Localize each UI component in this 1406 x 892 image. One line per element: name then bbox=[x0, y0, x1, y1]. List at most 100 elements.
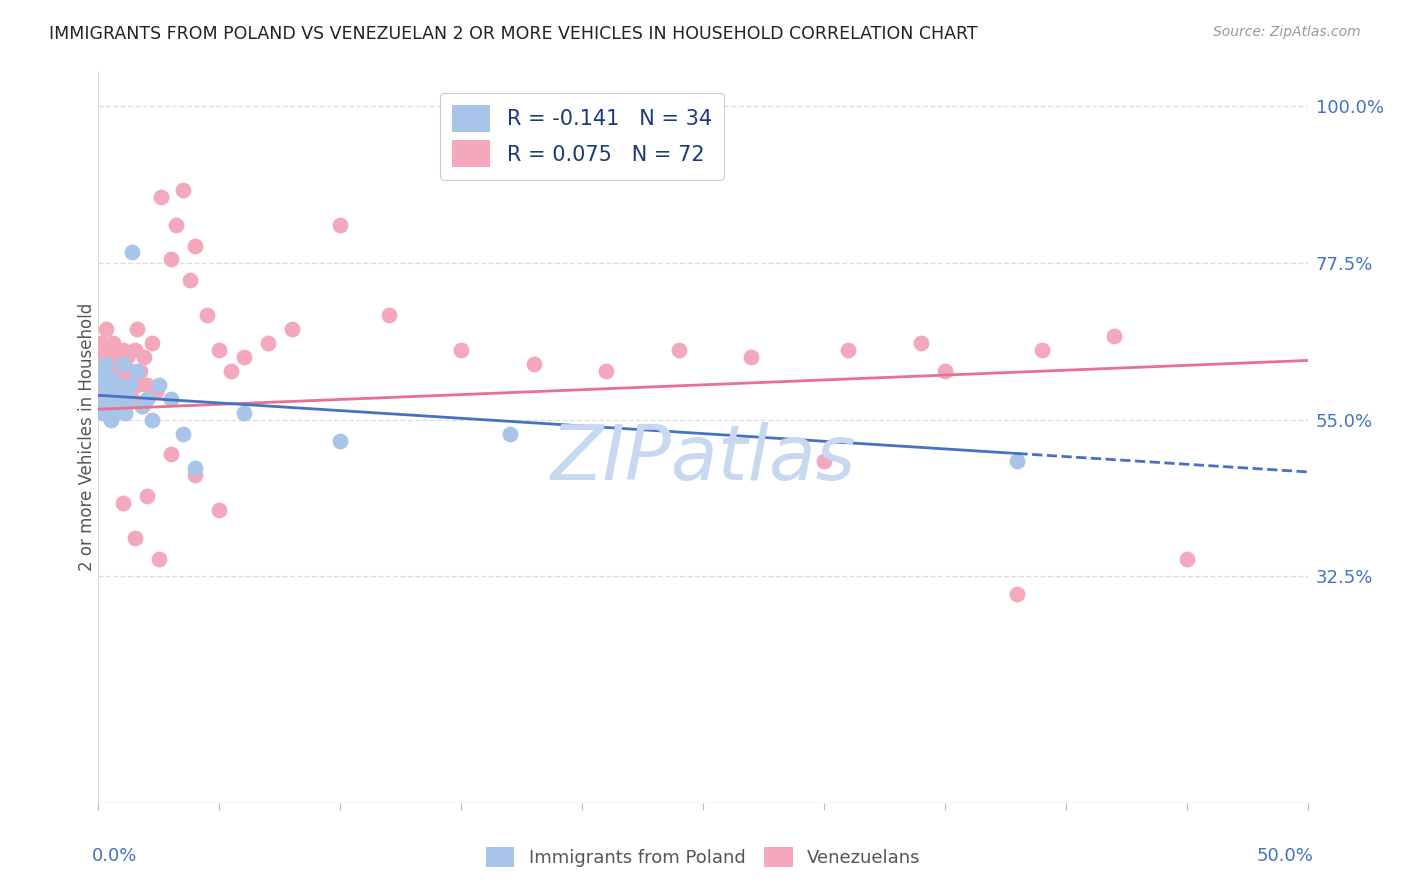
Point bbox=[91, 350, 114, 364]
Point bbox=[94, 364, 117, 378]
Point bbox=[114, 399, 136, 413]
Point bbox=[377, 308, 399, 322]
Point bbox=[91, 364, 114, 378]
Point bbox=[91, 392, 114, 406]
Point bbox=[104, 364, 127, 378]
Point bbox=[97, 406, 120, 420]
Point bbox=[160, 448, 183, 462]
Point bbox=[121, 245, 143, 260]
Text: ZIPatlas: ZIPatlas bbox=[550, 422, 856, 496]
Point bbox=[165, 218, 187, 232]
Point bbox=[195, 308, 218, 322]
Point bbox=[208, 503, 231, 517]
Point bbox=[595, 364, 617, 378]
Legend: Immigrants from Poland, Venezuelans: Immigrants from Poland, Venezuelans bbox=[478, 839, 928, 874]
Point bbox=[131, 399, 153, 413]
Point bbox=[108, 392, 131, 406]
Point bbox=[184, 468, 207, 483]
Point bbox=[104, 392, 127, 406]
Text: 50.0%: 50.0% bbox=[1257, 847, 1313, 864]
Point bbox=[104, 406, 127, 420]
Point bbox=[94, 406, 117, 420]
Point bbox=[221, 364, 243, 378]
Point bbox=[101, 384, 124, 399]
Point bbox=[107, 377, 129, 392]
Point bbox=[329, 434, 352, 448]
Point bbox=[101, 377, 124, 392]
Point bbox=[498, 426, 520, 441]
Point bbox=[128, 364, 150, 378]
Point bbox=[910, 336, 932, 351]
Point bbox=[1031, 343, 1053, 357]
Point bbox=[114, 377, 136, 392]
Point bbox=[1175, 552, 1198, 566]
Point bbox=[1102, 329, 1125, 343]
Point bbox=[94, 392, 117, 406]
Point bbox=[184, 461, 207, 475]
Text: IMMIGRANTS FROM POLAND VS VENEZUELAN 2 OR MORE VEHICLES IN HOUSEHOLD CORRELATION: IMMIGRANTS FROM POLAND VS VENEZUELAN 2 O… bbox=[49, 25, 977, 43]
Point bbox=[208, 343, 231, 357]
Point bbox=[135, 377, 157, 392]
Point bbox=[100, 412, 122, 426]
Point bbox=[172, 183, 194, 197]
Point bbox=[100, 343, 122, 357]
Point bbox=[94, 357, 117, 371]
Point bbox=[134, 350, 156, 364]
Point bbox=[934, 364, 956, 378]
Point bbox=[1007, 454, 1029, 468]
Point bbox=[523, 357, 546, 371]
Point bbox=[172, 426, 194, 441]
Point bbox=[117, 384, 139, 399]
Y-axis label: 2 or more Vehicles in Household: 2 or more Vehicles in Household bbox=[79, 303, 96, 571]
Point bbox=[111, 392, 134, 406]
Point bbox=[94, 322, 117, 336]
Point bbox=[148, 377, 170, 392]
Point bbox=[90, 377, 112, 392]
Point bbox=[107, 377, 129, 392]
Point bbox=[148, 552, 170, 566]
Text: 0.0%: 0.0% bbox=[93, 847, 138, 864]
Point bbox=[141, 412, 163, 426]
Point bbox=[91, 406, 114, 420]
Point bbox=[114, 406, 136, 420]
Point bbox=[450, 343, 472, 357]
Point bbox=[111, 357, 134, 371]
Point bbox=[108, 399, 131, 413]
Point bbox=[111, 496, 134, 510]
Point bbox=[124, 343, 146, 357]
Point bbox=[100, 392, 122, 406]
Point bbox=[100, 357, 122, 371]
Point bbox=[97, 377, 120, 392]
Legend: R = -0.141   N = 34, R = 0.075   N = 72: R = -0.141 N = 34, R = 0.075 N = 72 bbox=[440, 93, 724, 179]
Point bbox=[145, 384, 167, 399]
Point bbox=[160, 392, 183, 406]
Point bbox=[118, 364, 141, 378]
Point bbox=[281, 322, 304, 336]
Point bbox=[90, 336, 112, 351]
Point bbox=[101, 399, 124, 413]
Point bbox=[121, 392, 143, 406]
Point bbox=[127, 377, 149, 392]
Point bbox=[100, 371, 122, 385]
Point bbox=[107, 399, 129, 413]
Point bbox=[108, 364, 131, 378]
Point bbox=[97, 377, 120, 392]
Point bbox=[329, 218, 352, 232]
Point bbox=[111, 343, 134, 357]
Point bbox=[184, 238, 207, 252]
Point bbox=[131, 399, 153, 413]
Point bbox=[668, 343, 690, 357]
Point bbox=[160, 252, 183, 267]
Point bbox=[813, 454, 835, 468]
Point bbox=[127, 364, 149, 378]
Point bbox=[117, 392, 139, 406]
Point bbox=[740, 350, 762, 364]
Point bbox=[232, 350, 254, 364]
Point bbox=[1007, 587, 1029, 601]
Point bbox=[127, 322, 149, 336]
Point bbox=[117, 350, 139, 364]
Point bbox=[90, 377, 112, 392]
Point bbox=[107, 350, 129, 364]
Point bbox=[179, 273, 201, 287]
Point bbox=[118, 377, 141, 392]
